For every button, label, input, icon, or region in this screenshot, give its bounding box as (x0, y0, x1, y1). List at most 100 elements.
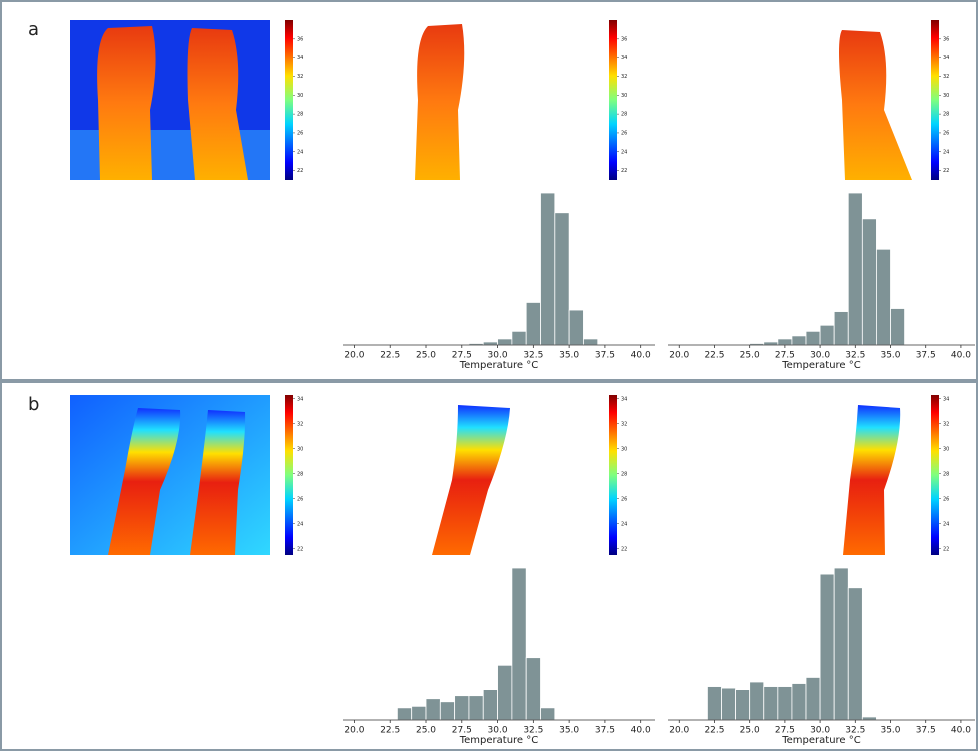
colorbar-tick-label: 34 (943, 55, 949, 61)
colorbar-tick-label: 26 (621, 130, 627, 136)
colorbar-tick-label: 22 (621, 168, 627, 174)
bar (763, 686, 779, 721)
colorbar-tick-label: 30 (621, 93, 627, 99)
colorbar-tick-label: 34 (297, 55, 303, 61)
bar (763, 341, 779, 346)
x-tick-label: 22.5 (704, 351, 724, 361)
x-tick-label: 30.0 (488, 351, 508, 361)
x-tick-label: 30.0 (810, 351, 830, 361)
x-tick-label: 27.5 (775, 351, 795, 361)
bar (847, 192, 863, 346)
x-axis-label: Temperature °C (781, 360, 861, 371)
colorbar-tick-label: 26 (621, 496, 627, 502)
bar (707, 686, 722, 721)
bar (497, 664, 513, 721)
bar (525, 302, 541, 346)
bar (540, 192, 556, 346)
colorbar-tick-label: 26 (297, 496, 303, 502)
x-tick-label: 35.0 (559, 351, 579, 361)
colorbar-tick-label: 34 (621, 396, 627, 402)
colorbar-tick-label: 32 (943, 421, 949, 427)
x-axis-label: Temperature °C (459, 735, 539, 746)
panel-label: b (28, 394, 39, 415)
bar (791, 335, 807, 346)
colorbar-tick-label: 28 (297, 471, 303, 477)
x-tick-label: 30.0 (488, 726, 508, 736)
colorbar-tick-label: 28 (943, 471, 949, 477)
colorbar-tick-label: 24 (621, 521, 627, 527)
colorbar-tick-label: 24 (297, 521, 303, 527)
x-tick-label: 35.0 (559, 726, 579, 736)
colorbar-tick-label: 22 (943, 546, 949, 552)
x-tick-label: 27.5 (452, 351, 472, 361)
bar (861, 218, 877, 346)
colorbar-tick-label: 32 (943, 74, 949, 80)
x-tick-label: 27.5 (452, 726, 472, 736)
foot (97, 26, 156, 180)
bar (396, 707, 413, 721)
colorbar-tick-label: 24 (621, 149, 627, 155)
bar (819, 324, 835, 346)
colorbar (285, 395, 293, 555)
bar (749, 681, 765, 721)
bar (540, 707, 556, 721)
x-tick-label: 35.0 (880, 726, 900, 736)
bar (876, 248, 891, 346)
leg (108, 408, 181, 555)
x-tick-label: 30.0 (810, 726, 830, 736)
bar (833, 311, 849, 346)
x-tick-label: 25.0 (416, 726, 436, 736)
bar (525, 657, 541, 721)
colorbar-tick-label: 34 (621, 55, 627, 61)
leg (432, 405, 510, 555)
x-tick-label: 25.0 (740, 351, 760, 361)
x-tick-label: 40.0 (951, 351, 971, 361)
colorbar (931, 395, 939, 555)
x-tick-label: 32.5 (523, 726, 543, 736)
x-tick-label: 22.5 (380, 351, 400, 361)
colorbar-tick-label: 36 (621, 36, 627, 42)
colorbar-tick-label: 28 (943, 112, 949, 118)
bar (482, 689, 498, 721)
bar (847, 587, 863, 721)
x-tick-label: 20.0 (669, 726, 689, 736)
colorbar-tick-label: 24 (297, 149, 303, 155)
x-tick-label: 35.0 (880, 351, 900, 361)
colorbar-tick-label: 26 (297, 130, 303, 136)
x-tick-label: 37.5 (916, 351, 936, 361)
x-tick-label: 22.5 (704, 726, 724, 736)
x-tick-label: 22.5 (380, 726, 400, 736)
panel-frame (0, 0, 978, 381)
leg (843, 405, 901, 555)
x-tick-label: 20.0 (344, 351, 364, 361)
x-tick-label: 25.0 (740, 726, 760, 736)
foot (415, 24, 465, 180)
bar (735, 689, 751, 721)
bar (861, 716, 877, 721)
foot (187, 28, 248, 180)
leg (190, 410, 246, 555)
bar (819, 573, 835, 721)
bar (805, 330, 821, 346)
colorbar-tick-label: 32 (297, 74, 303, 80)
colorbar-tick-label: 28 (621, 471, 627, 477)
colorbar-tick-label: 32 (297, 421, 303, 427)
colorbar-tick-label: 36 (297, 36, 303, 42)
bar (721, 687, 736, 721)
x-tick-label: 32.5 (845, 351, 865, 361)
colorbar (609, 395, 617, 555)
colorbar-tick-label: 28 (297, 112, 303, 118)
x-tick-label: 32.5 (845, 726, 865, 736)
bar (454, 695, 470, 721)
bar (833, 567, 849, 721)
x-tick-label: 40.0 (631, 726, 651, 736)
x-tick-label: 20.0 (669, 351, 689, 361)
colorbar-tick-label: 26 (943, 496, 949, 502)
colorbar-tick-label: 30 (943, 93, 949, 99)
colorbar-tick-label: 30 (297, 93, 303, 99)
foot (839, 30, 912, 180)
colorbar-tick-label: 34 (297, 396, 303, 402)
colorbar-tick-label: 28 (621, 112, 627, 118)
colorbar-tick-label: 22 (297, 546, 303, 552)
